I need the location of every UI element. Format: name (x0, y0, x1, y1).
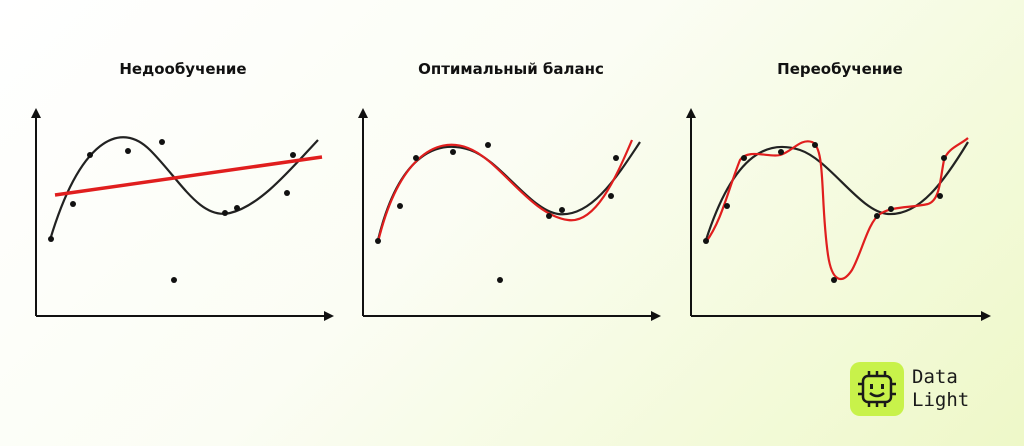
data-point (741, 155, 747, 161)
data-point (559, 207, 565, 213)
data-point (485, 142, 491, 148)
datalight-logo: Data Light (850, 362, 1010, 416)
data-point (831, 277, 837, 283)
data-point (375, 238, 381, 244)
data-point (941, 155, 947, 161)
linear-fit-curve (54, 155, 323, 197)
data-point (397, 203, 403, 209)
data-point (125, 148, 131, 154)
data-point (234, 205, 240, 211)
data-point (290, 152, 296, 158)
data-point (812, 142, 818, 148)
data-points (48, 139, 296, 283)
logo-line-1: Data (912, 366, 958, 388)
data-points (375, 142, 619, 283)
data-point (778, 149, 784, 155)
true-curve (704, 141, 969, 241)
data-point (497, 277, 503, 283)
data-point (70, 201, 76, 207)
overfit-curve (705, 137, 969, 281)
model-fit-curve (376, 139, 634, 243)
data-point (413, 155, 419, 161)
panel-overfitting (686, 108, 991, 321)
panel-optimal (358, 108, 661, 321)
data-point (888, 206, 894, 212)
logo-line-2: Light (912, 389, 970, 411)
data-point (222, 210, 228, 216)
panel-title-optimal: Оптимальный баланс (418, 60, 604, 78)
data-point (613, 155, 619, 161)
data-point (284, 190, 290, 196)
panel-title-overfitting: Переобучение (777, 60, 903, 78)
data-point (450, 149, 456, 155)
panel-underfitting (31, 108, 334, 321)
data-point (724, 203, 730, 209)
data-point (874, 213, 880, 219)
panel-title-underfitting: Недообучение (119, 60, 247, 78)
data-point (937, 193, 943, 199)
data-point (87, 152, 93, 158)
robot-face-icon (858, 371, 896, 407)
data-point (171, 277, 177, 283)
data-point (48, 236, 54, 242)
data-points (703, 142, 947, 283)
data-point (703, 238, 709, 244)
logo-badge (850, 362, 904, 416)
data-point (546, 213, 552, 219)
data-point (159, 139, 165, 145)
true-curve (48, 136, 319, 241)
data-point (608, 193, 614, 199)
logo-wordmark: Data Light (912, 366, 969, 412)
